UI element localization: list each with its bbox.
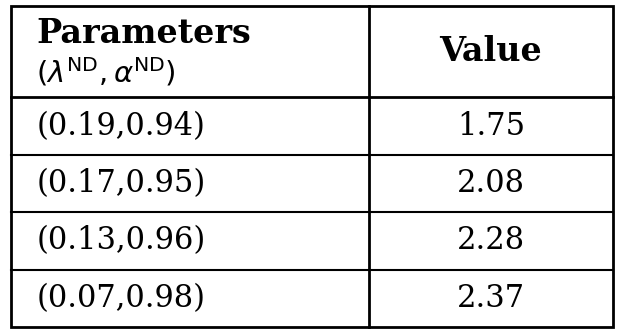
Text: Value: Value [439, 35, 542, 68]
Text: (0.13,0.96): (0.13,0.96) [36, 225, 205, 256]
Text: (0.17,0.95): (0.17,0.95) [36, 168, 205, 199]
Text: 1.75: 1.75 [457, 111, 525, 142]
Text: $(\lambda^{\mathrm{ND}},\alpha^{\mathrm{ND}})$: $(\lambda^{\mathrm{ND}},\alpha^{\mathrm{… [36, 55, 176, 88]
Text: (0.19,0.94): (0.19,0.94) [36, 111, 205, 142]
Text: 2.37: 2.37 [457, 283, 525, 314]
Text: (0.07,0.98): (0.07,0.98) [36, 283, 205, 314]
Text: Parameters: Parameters [36, 17, 251, 50]
Text: 2.08: 2.08 [457, 168, 525, 199]
Text: 2.28: 2.28 [457, 225, 525, 256]
